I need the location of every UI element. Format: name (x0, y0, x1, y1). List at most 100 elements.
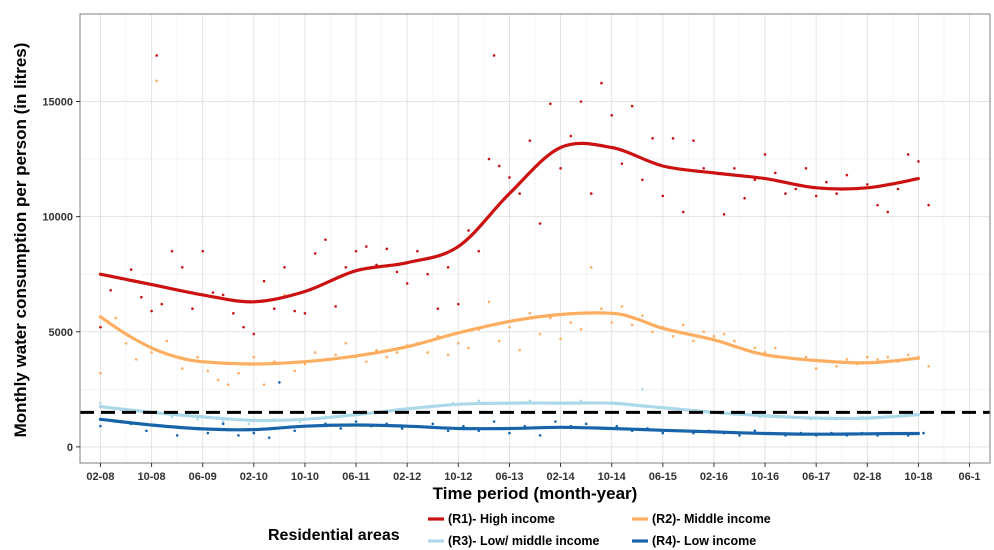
data-point-r1 (651, 137, 654, 140)
grid (80, 14, 990, 463)
data-point-r1 (436, 307, 440, 311)
data-point-r2 (681, 323, 685, 327)
data-point-r1 (364, 245, 368, 248)
data-point-r2 (712, 335, 716, 338)
y-tick-label: 10000 (42, 212, 73, 224)
data-point-r2 (226, 383, 230, 387)
data-point-r4 (145, 429, 148, 433)
data-point-r2 (426, 351, 429, 354)
x-tick-label: 02-18 (853, 471, 881, 483)
legend-title: Residential areas (268, 527, 400, 544)
data-point-r2 (641, 314, 644, 317)
data-point-r1 (917, 160, 920, 163)
y-axis-title: Monthly water consumption per person (in… (11, 43, 30, 438)
data-point-r1 (487, 157, 491, 161)
data-point-r4 (237, 434, 240, 437)
data-point-r2 (702, 330, 706, 334)
data-point-r2 (497, 339, 501, 343)
x-tick-label: 06-11 (342, 471, 370, 483)
data-point-r4 (400, 427, 404, 430)
data-point-r2 (467, 346, 470, 350)
data-point-r2 (866, 355, 869, 359)
data-point-r1 (140, 295, 143, 299)
x-tick-label: 06-13 (495, 471, 523, 483)
data-point-r4 (922, 431, 925, 435)
data-point-r1 (477, 249, 481, 253)
data-point-r1 (814, 194, 818, 198)
data-point-r2 (196, 355, 199, 359)
data-point-r1 (763, 153, 767, 156)
data-point-r1 (467, 229, 470, 232)
x-tick-label: 02-16 (700, 471, 728, 483)
data-point-r2 (630, 323, 634, 327)
legend-label-r3: (R3)- Low/ middle income (448, 534, 599, 548)
x-tick-label: 06-1 (959, 471, 981, 483)
data-point-r4 (339, 427, 343, 430)
data-point-r1 (641, 178, 644, 182)
data-point-r1 (191, 307, 194, 311)
y-tick-label: 5000 (49, 327, 73, 339)
data-point-r1 (518, 192, 521, 195)
data-point-r2 (733, 339, 736, 343)
x-tick-label: 06-17 (802, 471, 830, 483)
data-point-r1 (876, 203, 879, 207)
data-point-r2 (753, 346, 757, 350)
data-point-r4 (661, 431, 665, 435)
y-axis-ticks: 0 5000 10000 15000 (42, 96, 80, 454)
data-point-r4 (206, 431, 210, 435)
data-point-r1 (180, 265, 184, 269)
data-point-r2 (671, 335, 675, 338)
data-point-r1 (155, 54, 158, 57)
data-point-r1 (610, 114, 613, 117)
data-point-r1 (722, 213, 726, 216)
data-point-r1 (620, 162, 624, 165)
data-point-r2 (457, 341, 460, 345)
data-point-r2 (804, 355, 808, 359)
data-point-r2 (589, 265, 593, 269)
data-point-r1 (549, 102, 552, 106)
legend-label-r1: (R1)- High income (448, 512, 555, 526)
data-point-r1 (866, 183, 869, 186)
x-tick-label: 02-12 (393, 471, 421, 483)
data-point-r1 (201, 249, 204, 253)
data-point-r2 (165, 339, 169, 343)
trend-line-r2 (98, 311, 920, 366)
data-point-r2 (559, 337, 562, 340)
data-point-r4 (175, 434, 179, 437)
data-point-r2 (237, 371, 240, 375)
x-tick-label: 06-15 (649, 471, 677, 483)
x-tick-label: 02-14 (546, 471, 575, 483)
data-point-r2 (395, 351, 399, 354)
data-point-r1 (743, 196, 746, 200)
data-point-r2 (487, 300, 491, 304)
data-point-r3 (247, 422, 251, 426)
data-point-r3 (641, 388, 644, 391)
trend-line-r3 (98, 401, 920, 423)
data-point-r1 (804, 166, 808, 170)
x-tick-label: 02-08 (86, 471, 114, 483)
data-point-r1 (896, 187, 900, 191)
legend-label-r2: (R2)- Middle income (652, 512, 771, 526)
data-point-r3 (196, 417, 199, 421)
data-point-r1 (99, 325, 102, 329)
data-point-r1 (538, 222, 542, 225)
data-point-r4 (584, 422, 588, 426)
data-point-r4 (354, 420, 358, 423)
data-point-r1 (845, 173, 849, 177)
data-point-r2 (134, 358, 138, 361)
x-axis-ticks: 02-08 10-08 06-09 02-10 10-10 06-11 02-12 10-12… (86, 463, 981, 483)
data-point-r2 (620, 305, 624, 308)
data-point-r1 (283, 265, 286, 269)
y-tick-label: 15000 (42, 96, 73, 108)
data-point-r1 (671, 137, 675, 140)
data-point-r2 (334, 353, 337, 357)
data-point-r1 (600, 81, 603, 85)
data-point-r1 (129, 268, 133, 271)
data-point-r1 (262, 279, 266, 283)
data-point-r1 (733, 166, 736, 170)
data-point-r2 (538, 332, 542, 336)
data-point-r2 (876, 358, 879, 361)
data-point-r2 (385, 355, 389, 359)
data-point-r2 (528, 312, 532, 315)
